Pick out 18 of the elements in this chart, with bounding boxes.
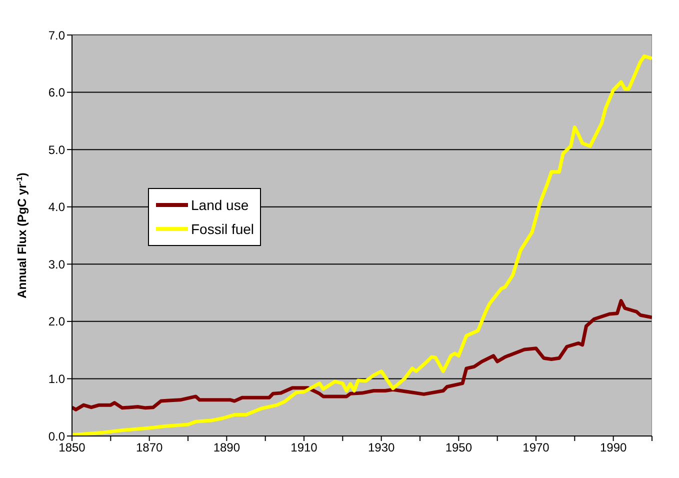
y-tick-label: 5.0 bbox=[48, 142, 66, 157]
y-tick-label: 2.0 bbox=[48, 314, 66, 329]
x-tick-label: 1950 bbox=[445, 440, 472, 455]
x-tick-label: 1850 bbox=[58, 440, 86, 455]
y-tick-label: 6.0 bbox=[48, 86, 66, 100]
x-tick-label: 1970 bbox=[522, 440, 550, 455]
legend-label: Land use bbox=[191, 197, 249, 213]
y-tick-label: 7.0 bbox=[48, 28, 66, 42]
x-tick-label: 1890 bbox=[213, 440, 240, 455]
x-tick-label: 1990 bbox=[600, 440, 628, 455]
x-tick-label: 1930 bbox=[368, 440, 396, 455]
x-tick-label: 1910 bbox=[290, 440, 318, 455]
y-tick-label: 0.0 bbox=[48, 429, 66, 444]
x-tick-label: 1870 bbox=[136, 440, 164, 455]
y-tick-label: 4.0 bbox=[48, 200, 66, 214]
legend-label: Fossil fuel bbox=[191, 221, 254, 237]
y-tick-label: 3.0 bbox=[48, 257, 66, 272]
y-tick-label: 1.0 bbox=[48, 372, 66, 386]
